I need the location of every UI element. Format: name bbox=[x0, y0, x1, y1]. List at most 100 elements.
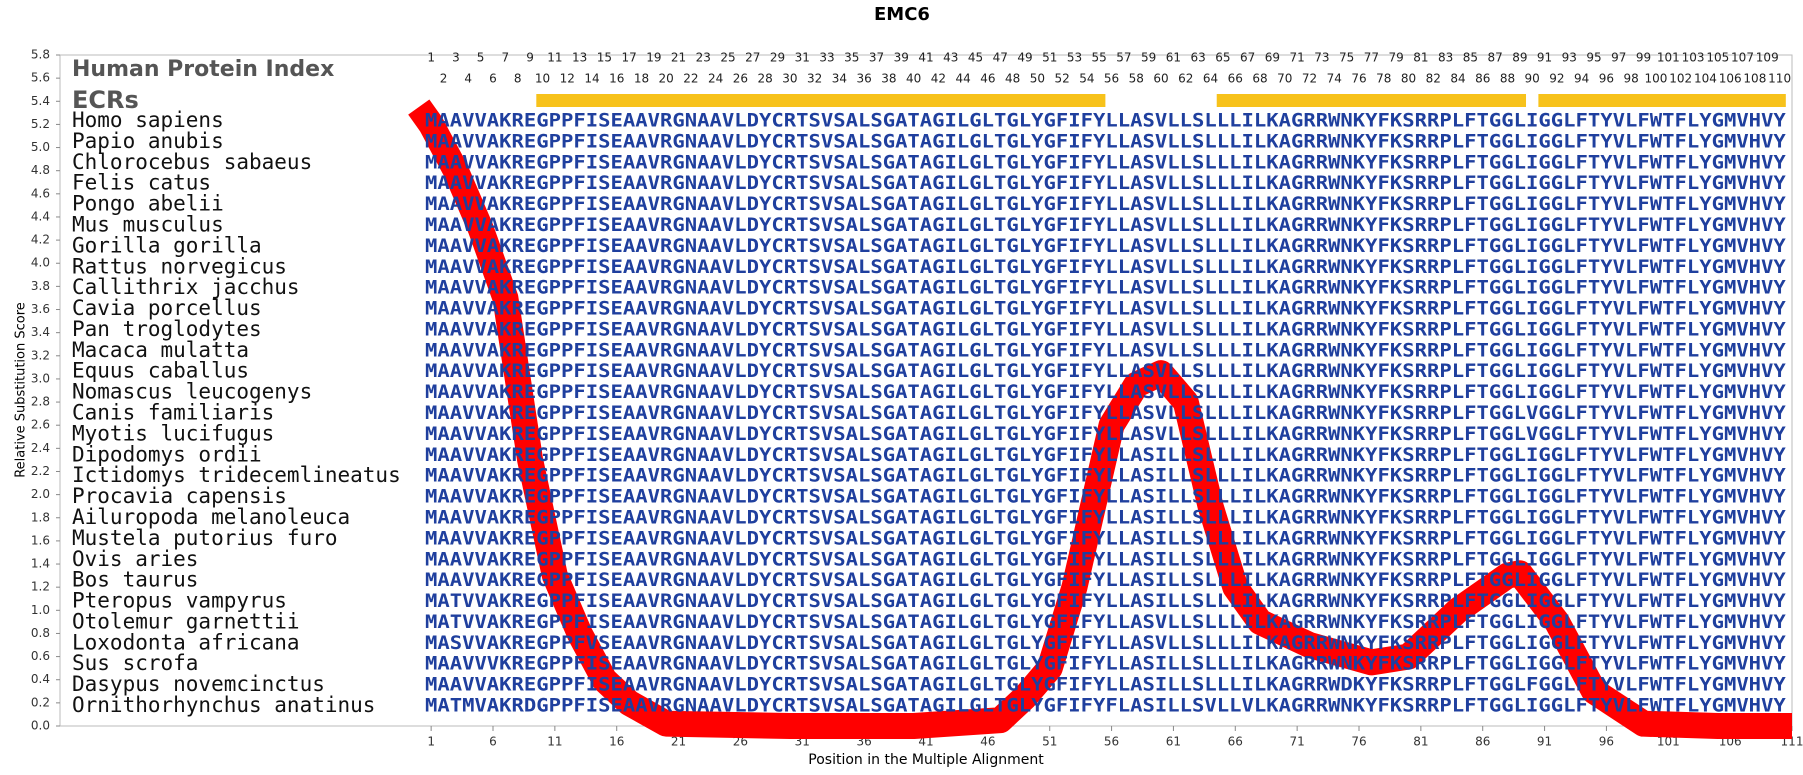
y-tick-label: 4.2 bbox=[31, 233, 50, 247]
protein-index: 53 bbox=[1067, 51, 1082, 65]
protein-index: 35 bbox=[844, 51, 859, 65]
x-tick-label: 21 bbox=[671, 735, 686, 749]
species-name: Cavia porcellus bbox=[72, 296, 262, 320]
sequence: MAAVVAKREGPPFISEAAVRGNAAVLDYCRTSVSALSGAT… bbox=[425, 298, 1786, 320]
protein-index: 102 bbox=[1669, 72, 1692, 86]
protein-index: 26 bbox=[733, 72, 748, 86]
species-name: Gorilla gorilla bbox=[72, 233, 262, 257]
protein-index: 19 bbox=[646, 51, 661, 65]
y-tick-label: 4.6 bbox=[31, 186, 50, 200]
protein-index: 42 bbox=[931, 72, 946, 86]
protein-index: 101 bbox=[1657, 51, 1680, 65]
species-name: Felis catus bbox=[72, 171, 211, 195]
protein-index: 45 bbox=[968, 51, 983, 65]
y-tick-label: 1.8 bbox=[31, 510, 50, 524]
y-tick-label: 2.0 bbox=[31, 487, 50, 501]
species-name: Ovis aries bbox=[72, 547, 198, 571]
protein-index: 34 bbox=[832, 72, 847, 86]
sequence: MAAVVAKREGPPFISEAAVRGNAAVLDYCRTSVSALSGAT… bbox=[425, 193, 1786, 215]
protein-index: 63 bbox=[1191, 51, 1206, 65]
species-name: Dipodomys ordii bbox=[72, 442, 262, 466]
protein-index: 107 bbox=[1731, 51, 1754, 65]
protein-index: 86 bbox=[1475, 72, 1490, 86]
protein-index: 4 bbox=[464, 72, 472, 86]
y-tick-label: 4.0 bbox=[31, 256, 50, 270]
species-name: Rattus norvegicus bbox=[72, 254, 287, 278]
x-tick-label: 51 bbox=[1042, 735, 1057, 749]
y-tick-label: 3.4 bbox=[31, 325, 50, 339]
species-name: Pongo abelii bbox=[72, 192, 224, 216]
protein-index: 12 bbox=[560, 72, 575, 86]
sequence: MAAVVAKREGPPFISEAAVRGNAAVLDYCRTSVSALSGAT… bbox=[425, 465, 1786, 487]
protein-index: 71 bbox=[1290, 51, 1305, 65]
sequence: MAAVVVKREGPPFISEAAVRGNAAVLDYCRTSVSALSGAT… bbox=[425, 653, 1786, 675]
protein-index: 13 bbox=[572, 51, 587, 65]
x-tick-label: 16 bbox=[609, 735, 624, 749]
protein-index: 99 bbox=[1636, 51, 1651, 65]
y-tick-label: 1.0 bbox=[31, 603, 50, 617]
y-axis-label: Relative Substitution Score bbox=[14, 302, 29, 478]
y-tick-label: 2.6 bbox=[31, 418, 50, 432]
protein-index: 43 bbox=[943, 51, 958, 65]
sequence: MAAVVAKREGPPFISEAAVRGNAAVLDYCRTSVSALSGAT… bbox=[425, 130, 1786, 152]
x-tick-label: 56 bbox=[1104, 735, 1119, 749]
y-tick-label: 2.8 bbox=[31, 395, 50, 409]
species-name: Homo sapiens bbox=[72, 108, 224, 132]
y-tick-label: 5.4 bbox=[31, 94, 50, 108]
protein-index: 58 bbox=[1129, 72, 1144, 86]
protein-index: 94 bbox=[1574, 72, 1589, 86]
y-tick-label: 0.4 bbox=[31, 672, 50, 686]
protein-index: 65 bbox=[1215, 51, 1230, 65]
ecr-header: ECRs bbox=[72, 86, 139, 114]
protein-index: 50 bbox=[1030, 72, 1045, 86]
species-name: Otolemur garnettii bbox=[72, 609, 300, 633]
y-tick-label: 1.2 bbox=[31, 580, 50, 594]
protein-index: 62 bbox=[1178, 72, 1193, 86]
x-tick-label: 6 bbox=[489, 735, 497, 749]
protein-index: 29 bbox=[770, 51, 785, 65]
protein-index: 8 bbox=[514, 72, 522, 86]
protein-index: 95 bbox=[1586, 51, 1601, 65]
protein-index: 61 bbox=[1166, 51, 1181, 65]
protein-index: 36 bbox=[857, 72, 872, 86]
species-name: Macaca mulatta bbox=[72, 338, 249, 362]
protein-index: 103 bbox=[1682, 51, 1705, 65]
protein-index: 68 bbox=[1252, 72, 1267, 86]
protein-index: 105 bbox=[1706, 51, 1729, 65]
protein-index: 10 bbox=[535, 72, 550, 86]
protein-index: 14 bbox=[584, 72, 599, 86]
protein-index: 73 bbox=[1314, 51, 1329, 65]
y-tick-label: 0.2 bbox=[31, 695, 50, 709]
species-name: Mus musculus bbox=[72, 212, 224, 236]
protein-index: 57 bbox=[1116, 51, 1131, 65]
x-tick-label: 76 bbox=[1351, 735, 1366, 749]
y-tick-label: 0.0 bbox=[31, 719, 50, 733]
sequence: MAAVVAKREGPPFISEAAVRGNAAVLDYCRTSVSALSGAT… bbox=[425, 256, 1786, 278]
protein-index: 106 bbox=[1719, 72, 1742, 86]
protein-index: 87 bbox=[1487, 51, 1502, 65]
protein-index: 46 bbox=[980, 72, 995, 86]
protein-index: 74 bbox=[1327, 72, 1342, 86]
species-name: Callithrix jacchus bbox=[72, 275, 300, 299]
protein-index: 20 bbox=[659, 72, 674, 86]
x-tick-label: 81 bbox=[1413, 735, 1428, 749]
protein-index: 98 bbox=[1624, 72, 1639, 86]
protein-index: 66 bbox=[1228, 72, 1243, 86]
protein-index: 89 bbox=[1512, 51, 1527, 65]
protein-index: 78 bbox=[1376, 72, 1391, 86]
protein-index: 91 bbox=[1537, 51, 1552, 65]
sequence: MAAVVAKREGPPFISEAAVRGNAAVLDYCRTSVSALSGAT… bbox=[425, 486, 1786, 508]
sequence: MAAVVAKREGPPFISEAAVRGNAAVLDYCRTSVSALSGAT… bbox=[425, 569, 1786, 591]
y-tick-label: 3.6 bbox=[31, 302, 50, 316]
protein-index: 104 bbox=[1694, 72, 1717, 86]
y-tick-label: 3.0 bbox=[31, 371, 50, 385]
x-tick-label: 91 bbox=[1537, 735, 1552, 749]
protein-index: 16 bbox=[609, 72, 624, 86]
sequence: MAAVVAKREGPPFISEAAVRGNAAVLDYCRTSVSALSGAT… bbox=[425, 172, 1786, 194]
sequence: MATVVAKREGPPFISEAAVRGNAAVLDYCRTSVSALSGAT… bbox=[425, 590, 1786, 612]
protein-index: 51 bbox=[1042, 51, 1057, 65]
sequence: MASVVAKREGPPFVSEAAVRGNAAVLDYCRTSVSALSGAT… bbox=[425, 632, 1786, 654]
protein-index: 92 bbox=[1549, 72, 1564, 86]
protein-index: 88 bbox=[1500, 72, 1515, 86]
